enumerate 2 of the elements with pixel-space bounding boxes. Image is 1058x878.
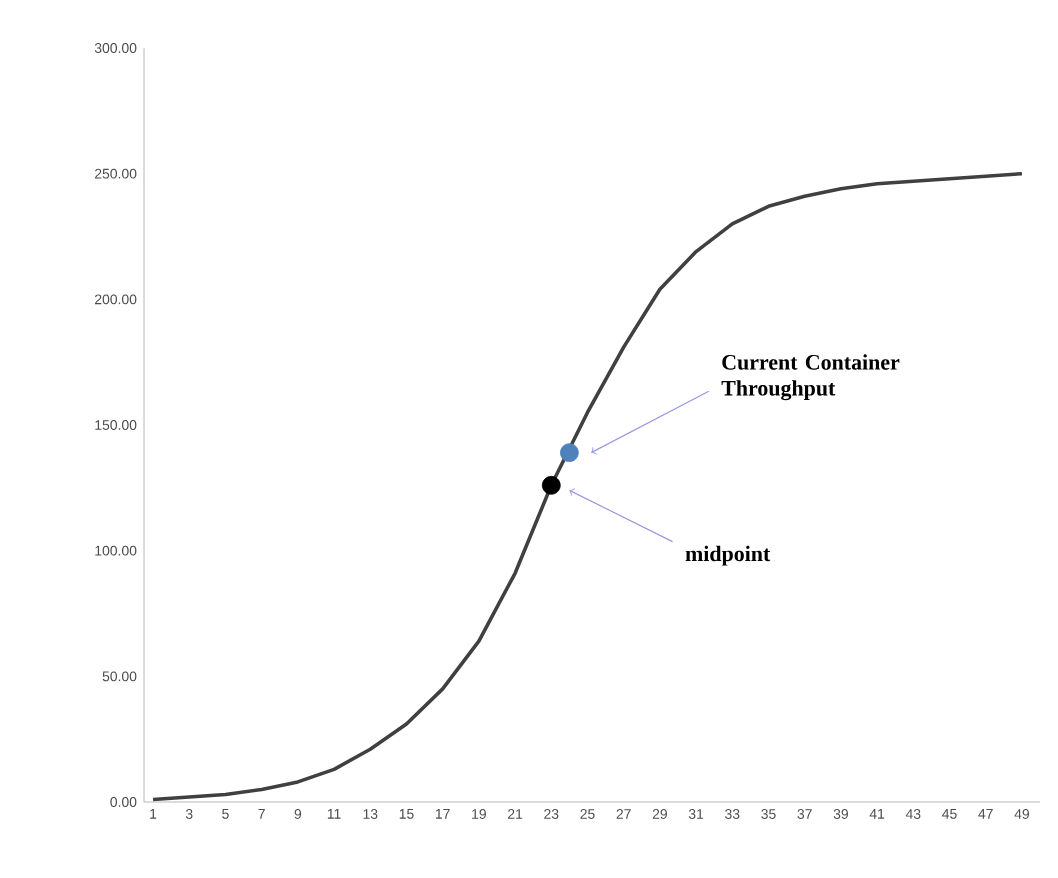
annotation: Current Container Throughput: [721, 354, 900, 401]
annotation: midpoint: [685, 545, 771, 566]
